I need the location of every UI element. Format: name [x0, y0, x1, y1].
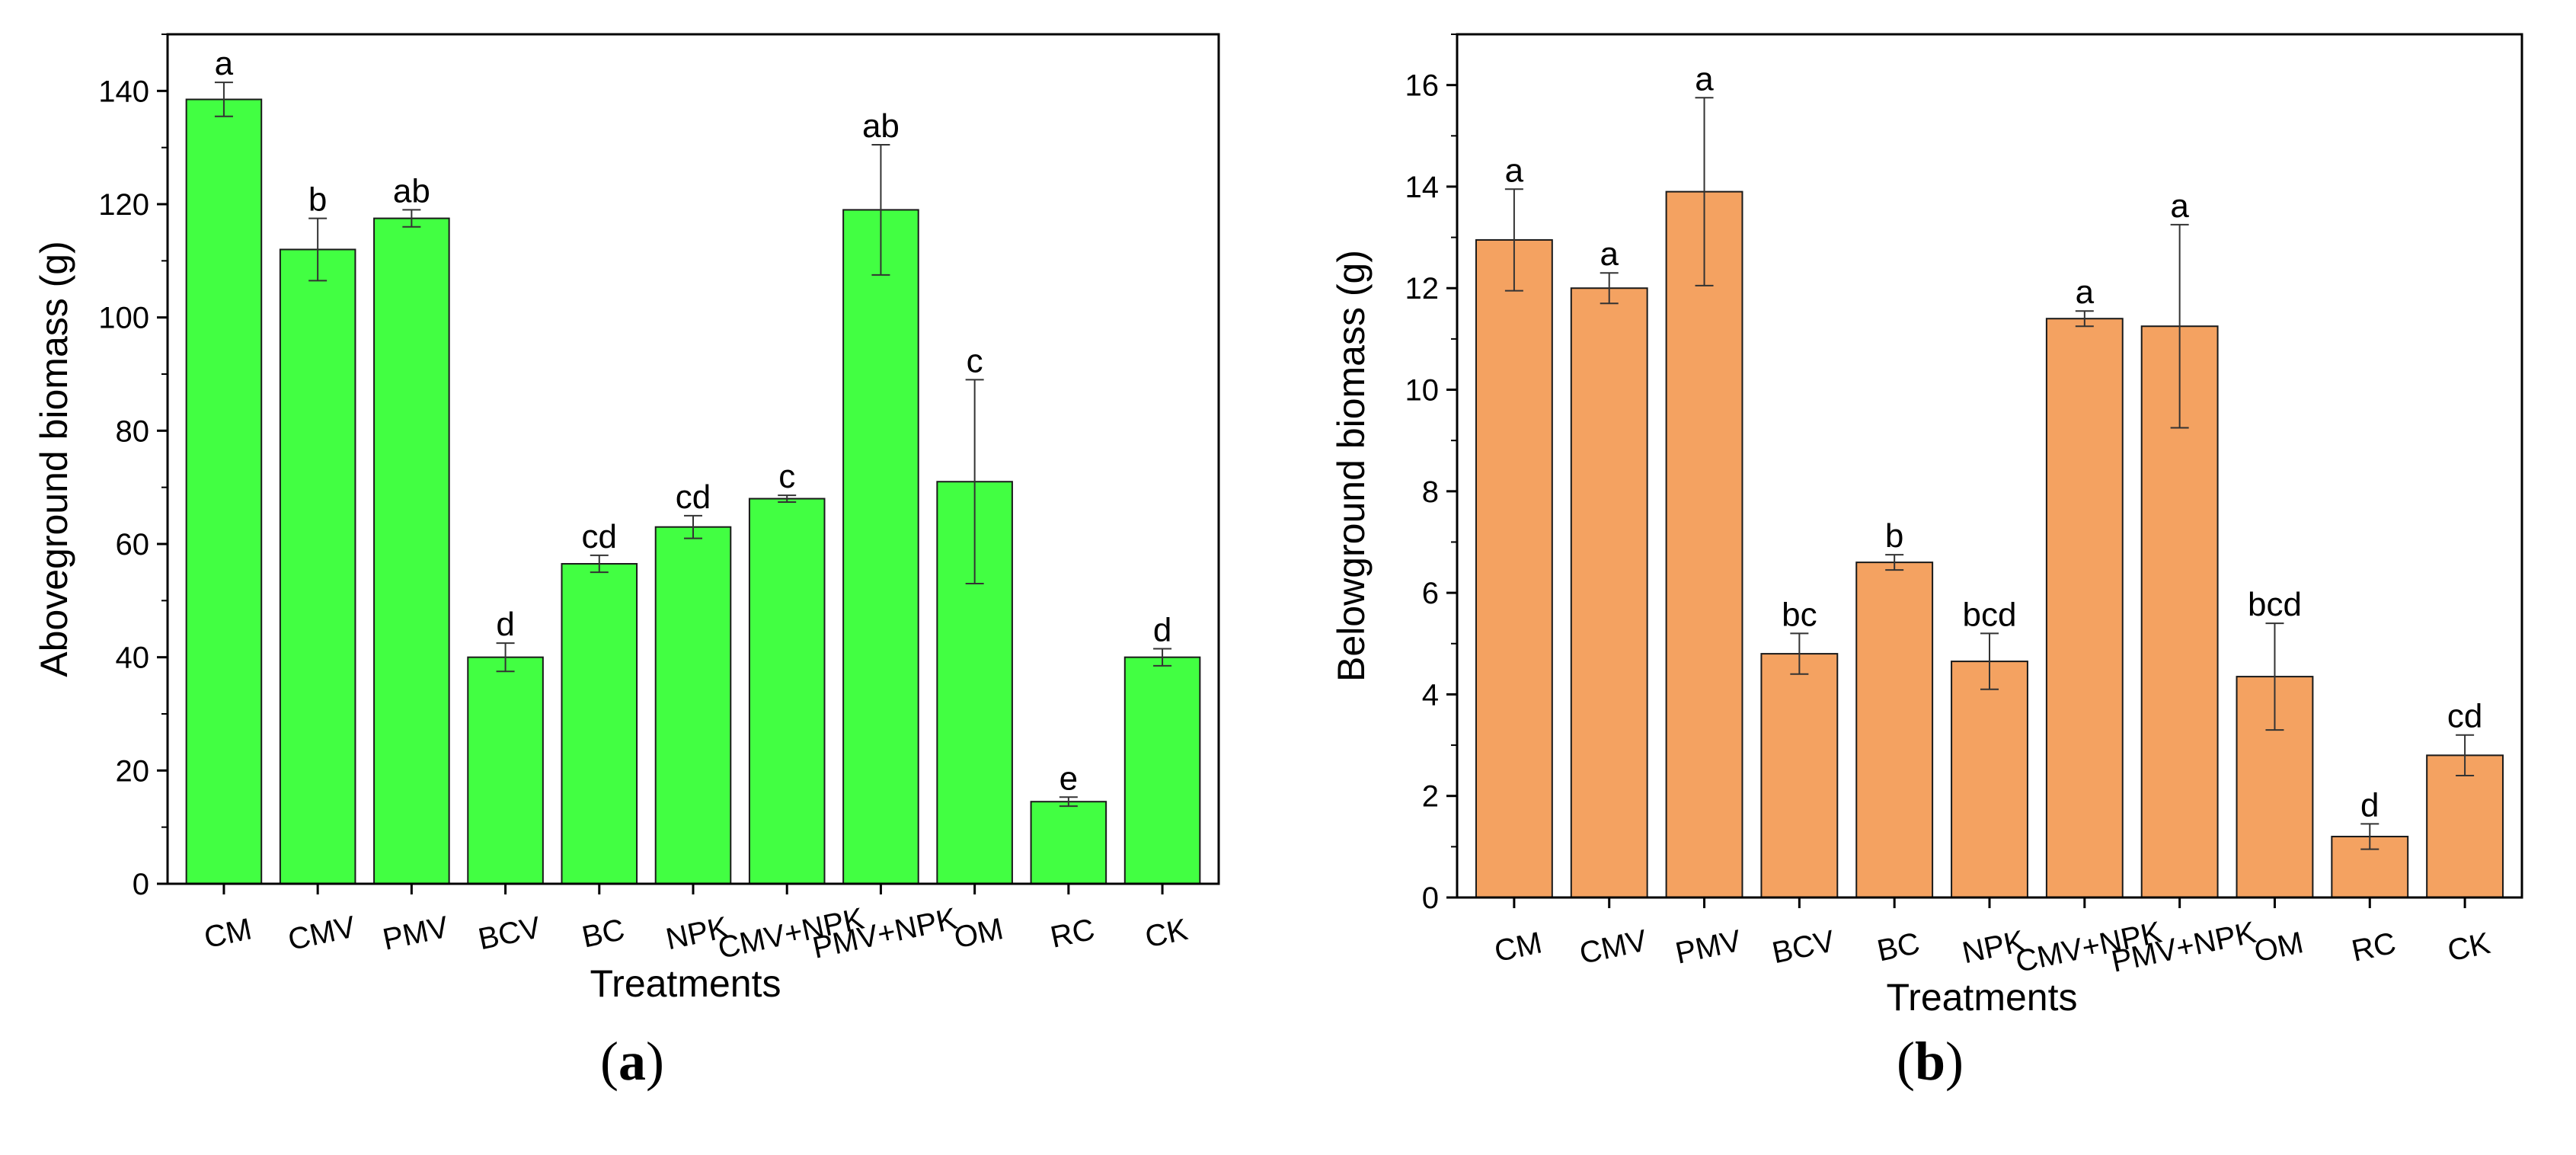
- bar-CMV+NPK: [748, 498, 826, 885]
- bar-RC: [1030, 801, 1107, 885]
- x-tick-label-CM: CM: [1491, 926, 1545, 968]
- bar-PMV: [373, 217, 450, 885]
- significance-letter-PMV: a: [1695, 60, 1714, 98]
- y-tick-label: 2: [1422, 780, 1439, 814]
- significance-letter-CMV+NPK: c: [778, 458, 795, 495]
- significance-letter-CMV+NPK: a: [2076, 274, 2095, 311]
- panel-caption-a: (a): [600, 1031, 664, 1092]
- significance-letter-PMV+NPK: ab: [862, 107, 900, 145]
- significance-letter-CK: cd: [2447, 698, 2482, 735]
- y-tick-label: 0: [133, 868, 149, 901]
- y-tick-label: 140: [98, 75, 149, 108]
- significance-letter-CK: d: [1153, 612, 1171, 649]
- significance-letter-RC: e: [1059, 760, 1078, 797]
- significance-letter-OM: bcd: [2248, 586, 2302, 623]
- y-tick-label: 80: [116, 414, 150, 448]
- x-axis-title: Treatments: [1886, 976, 2077, 1019]
- significance-letter-PMV+NPK: a: [2170, 187, 2189, 225]
- significance-letter-CMV: a: [1600, 235, 1619, 273]
- y-tick-label: 120: [98, 188, 149, 222]
- x-tick-label-CMV: CMV: [285, 910, 358, 957]
- significance-letter-RC: d: [2360, 786, 2379, 824]
- significance-letter-BCV: bc: [1782, 596, 1817, 633]
- bar-NPK: [654, 526, 732, 885]
- x-tick-label-PMV: PMV: [1673, 924, 1744, 971]
- y-tick-label: 14: [1405, 171, 1440, 204]
- x-tick-label-RC: RC: [2349, 926, 2399, 968]
- y-axis-title: Aboveground biomass (g): [33, 241, 75, 677]
- significance-letter-BC: b: [1885, 517, 1903, 555]
- y-tick-label: 16: [1405, 69, 1440, 103]
- chart-panel-a: a b ab d cd cd c ab c e d 0 20 40 60 80 100 120 140 CM CMV PM…: [33, 33, 1220, 1092]
- bar-BC: [561, 563, 638, 885]
- chart-b-svg: a a a bc b bcd a a bcd d cd 0 2 4 6 8 10 12 14 16 CM CMV PMV BC…: [1330, 33, 2523, 1019]
- significance-letter-NPK: bcd: [1963, 596, 2017, 633]
- significance-letter-OM: c: [967, 342, 983, 379]
- bar-PMV+NPK: [842, 209, 919, 885]
- x-tick-label-PMV: PMV: [380, 910, 452, 957]
- bar-PMV: [1665, 190, 1743, 898]
- x-tick-label-CMV: CMV: [1577, 923, 1650, 971]
- y-tick-label: 8: [1422, 475, 1439, 509]
- x-tick-label-OM: OM: [2252, 926, 2306, 968]
- bar-BC: [1855, 562, 1934, 898]
- x-tick-label-BC: BC: [579, 913, 628, 955]
- y-tick-label: 100: [98, 302, 149, 335]
- x-tick-label-BC: BC: [1874, 926, 1923, 968]
- x-tick-label-BCV: BCV: [475, 910, 544, 956]
- bar-BCV: [467, 656, 544, 885]
- y-tick-label: 60: [116, 528, 150, 562]
- bar-CMV: [1570, 287, 1648, 898]
- significance-letter-CM: a: [215, 45, 234, 82]
- bar-CM: [185, 98, 263, 885]
- bar-CK: [1123, 656, 1201, 885]
- x-tick-label-BCV: BCV: [1769, 924, 1838, 970]
- y-tick-label: 12: [1405, 272, 1440, 306]
- significance-letter-NPK: cd: [676, 478, 711, 516]
- bar-CK: [2426, 754, 2504, 899]
- significance-letter-BCV: d: [496, 606, 514, 643]
- x-tick-label-CK: CK: [1143, 913, 1191, 955]
- significance-letter-CMV: b: [308, 181, 327, 219]
- bar-CM: [1475, 238, 1553, 898]
- x-tick-label-OM: OM: [951, 912, 1006, 955]
- significance-letter-BC: cd: [582, 518, 617, 555]
- y-tick-label: 10: [1405, 374, 1440, 408]
- chart-panel-b: a a a bc b bcd a a bcd d cd 0 2 4 6 8 10 12 14 16 CM CMV PMV BC…: [1288, 0, 2576, 1155]
- bar-NPK: [1951, 661, 2028, 898]
- significance-letter-CM: a: [1505, 152, 1524, 189]
- x-tick-label-RC: RC: [1047, 913, 1098, 955]
- y-axis-title: Belowground biomass (g): [1330, 250, 1373, 682]
- bar-CMV: [279, 248, 356, 885]
- x-axis-title: Treatments: [590, 962, 781, 1005]
- y-tick-label: 40: [116, 641, 150, 675]
- bar-CMV+NPK: [2045, 318, 2124, 899]
- y-tick-label: 20: [116, 754, 150, 788]
- x-tick-label-CM: CM: [201, 912, 254, 955]
- y-tick-label: 0: [1422, 881, 1439, 915]
- panel-caption-b: (b): [1896, 1031, 1964, 1092]
- y-tick-label: 4: [1422, 678, 1439, 712]
- y-tick-label: 6: [1422, 577, 1439, 610]
- x-tick-label-CK: CK: [2445, 926, 2494, 968]
- significance-letter-PMV: ab: [393, 172, 430, 210]
- bar-BCV: [1760, 653, 1839, 898]
